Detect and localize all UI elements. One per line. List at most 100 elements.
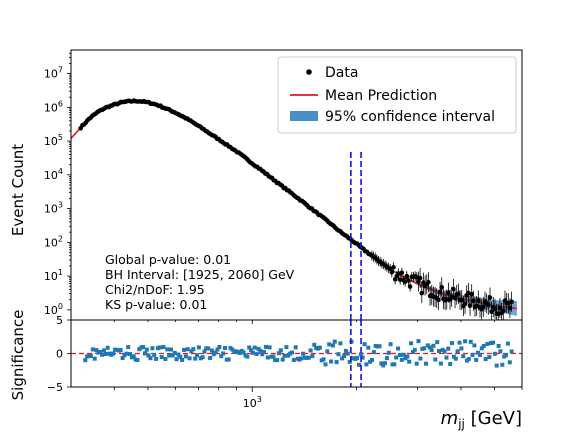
residual-point-91 [252, 345, 257, 350]
residual-point-44 [165, 347, 170, 352]
y-axis-title-main: Event Count [9, 144, 27, 236]
residual-point-129 [323, 362, 328, 367]
data-point-193 [399, 270, 405, 276]
residual-point-163 [386, 350, 391, 355]
annotation-global-pvalue: Global p-value: 0.01 [105, 252, 231, 267]
residual-point-50 [176, 352, 181, 357]
residual-point-204 [463, 339, 468, 344]
residual-point-146 [355, 356, 360, 360]
residual-point-168 [396, 346, 401, 351]
residual-point-103 [275, 358, 280, 363]
residual-point-139 [342, 354, 347, 358]
residual-point-67 [208, 356, 213, 360]
residual-point-147 [357, 362, 361, 367]
residual-point-179 [416, 339, 421, 344]
residual-point-126 [317, 345, 322, 350]
residual-point-57 [189, 349, 194, 354]
residual-point-99 [267, 345, 272, 350]
annotation-ks-pvalue: KS p-value: 0.01 [105, 297, 207, 312]
residual-point-176 [411, 350, 415, 354]
residual-point-141 [345, 351, 350, 356]
annotation-chi2: Chi2/nDoF: 1.95 [105, 282, 205, 297]
residual-point-131 [327, 342, 332, 347]
residual-point-5 [92, 356, 97, 361]
residual-point-3 [88, 353, 93, 358]
residual-point-175 [409, 341, 414, 346]
data-point-217 [439, 284, 445, 290]
residual-point-142 [347, 359, 352, 364]
residual-point-75 [223, 346, 227, 350]
data-point-209 [426, 279, 431, 285]
residual-point-117 [301, 351, 306, 356]
residual-point-56 [187, 356, 192, 361]
residual-point-189 [435, 340, 440, 345]
y-tick-label-residual-1: 0 [56, 348, 63, 361]
residual-point-160 [381, 363, 386, 368]
y-tick-label-main-3: 103 [44, 201, 63, 216]
y-tick-label-main-5: 105 [44, 133, 63, 148]
data-point-247 [489, 309, 494, 315]
y-tick-label-main-4: 104 [44, 167, 63, 182]
residual-point-59 [193, 356, 198, 361]
residual-point-138 [340, 356, 345, 361]
residual-point-207 [468, 339, 473, 344]
residual-point-169 [397, 353, 402, 357]
residual-point-162 [384, 356, 389, 361]
x-tick-label-0: 103 [243, 395, 262, 410]
residual-point-38 [154, 356, 159, 361]
data-point-259 [509, 299, 514, 305]
data-point-249 [492, 306, 498, 312]
data-point-203 [416, 279, 421, 284]
residual-point-185 [427, 345, 432, 350]
residual-point-28 [135, 358, 140, 362]
y-tick-label-residual-2: −5 [47, 381, 63, 394]
data-point-205 [419, 290, 425, 296]
residual-point-36 [150, 346, 155, 351]
residual-point-164 [388, 342, 393, 347]
residual-point-210 [474, 357, 479, 362]
residual-point-187 [431, 343, 436, 348]
data-point-245 [486, 302, 491, 308]
residual-point-174 [407, 359, 412, 364]
residual-point-148 [358, 352, 363, 357]
residual-point-77 [226, 357, 231, 362]
residual-point-136 [336, 352, 341, 357]
residual-point-167 [394, 355, 399, 360]
data-point-220 [444, 297, 450, 302]
data-point-216 [437, 289, 443, 295]
data-point-204 [417, 275, 423, 281]
legend-data-marker [306, 69, 312, 75]
residual-point-53 [182, 347, 186, 352]
residual-point-113 [293, 345, 298, 350]
residual-point-220 [492, 351, 497, 356]
residual-point-178 [414, 361, 419, 366]
data-point-229 [459, 297, 465, 303]
residual-point-92 [254, 352, 259, 357]
residual-point-212 [478, 352, 482, 357]
data-point-239 [476, 298, 481, 303]
residual-point-121 [308, 348, 313, 353]
residual-point-79 [230, 347, 235, 352]
residual-point-95 [260, 352, 265, 357]
residual-point-223 [498, 349, 503, 354]
x-axis-title-unit: [GeV] [465, 408, 522, 429]
legend-box [277, 56, 517, 134]
residual-point-43 [163, 357, 168, 361]
data-point-231 [462, 301, 468, 307]
residual-point-208 [470, 352, 475, 357]
residual-point-161 [383, 361, 387, 366]
residual-point-11 [103, 352, 108, 356]
residual-point-193 [442, 349, 447, 354]
data-point-242 [481, 304, 486, 310]
residual-point-71 [215, 347, 220, 352]
residual-point-194 [444, 355, 449, 360]
residual-point-24 [128, 352, 132, 356]
residual-point-9 [100, 352, 105, 357]
residual-point-221 [494, 363, 499, 368]
residual-point-68 [209, 348, 214, 353]
residual-point-12 [105, 345, 110, 350]
data-point-196 [404, 273, 410, 279]
residual-point-41 [159, 355, 164, 359]
residual-point-8 [98, 350, 103, 354]
